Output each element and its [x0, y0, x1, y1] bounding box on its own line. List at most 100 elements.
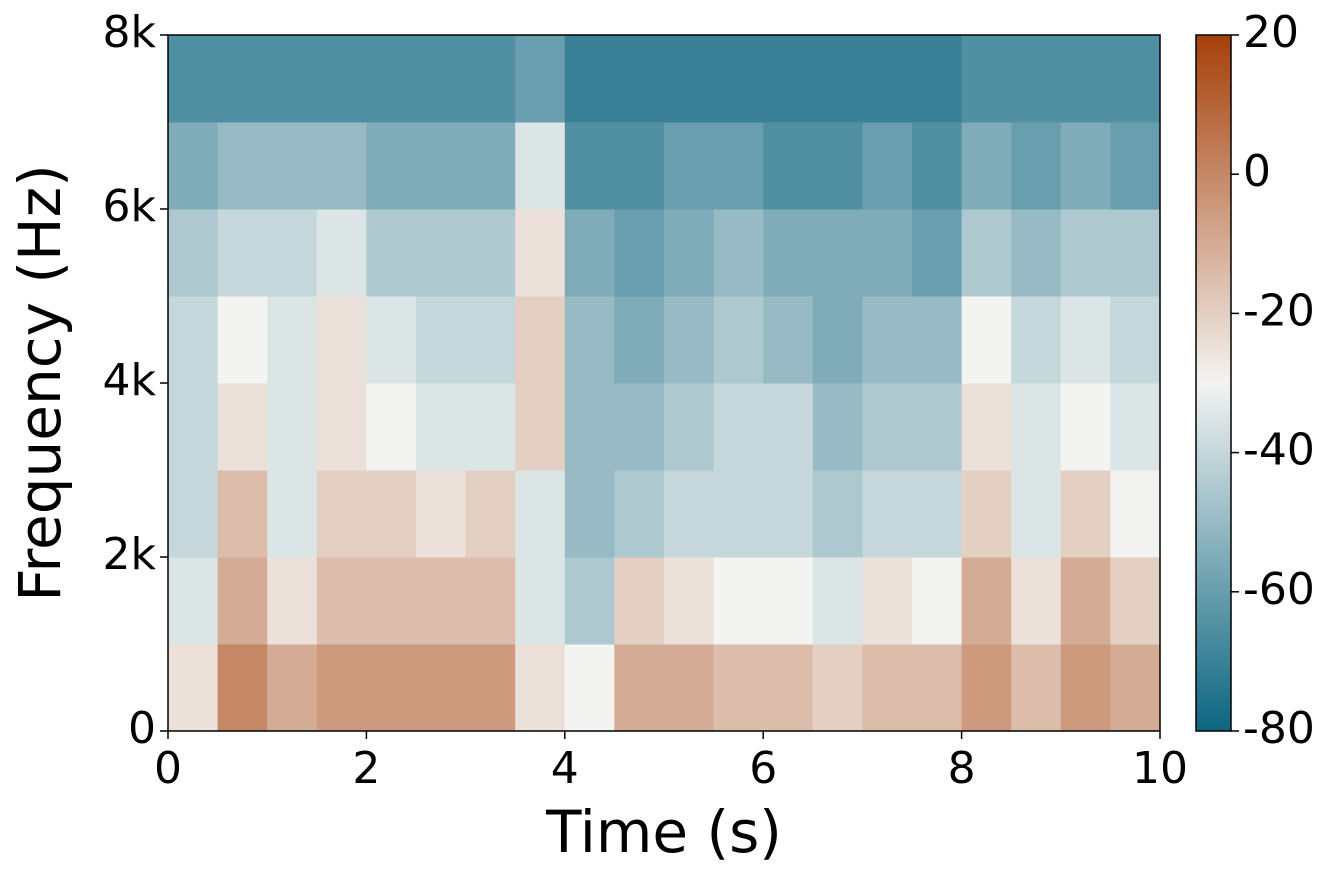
cell: [515, 383, 566, 471]
cell: [763, 296, 814, 384]
cell: [961, 296, 1012, 384]
cell: [416, 644, 467, 732]
cell: [812, 296, 863, 384]
cell: [664, 35, 715, 123]
y-tick-label: 6k: [103, 181, 157, 232]
cell: [912, 35, 963, 123]
y-tick-label: 0: [128, 703, 156, 754]
cell: [912, 209, 963, 297]
x-tick-label: 2: [352, 743, 380, 794]
cell: [267, 296, 318, 384]
cell: [564, 557, 615, 645]
y-tick-label: 8k: [103, 7, 157, 58]
cell: [168, 644, 219, 732]
cell: [961, 209, 1012, 297]
cell: [366, 557, 417, 645]
cell: [267, 122, 318, 210]
cell: [267, 644, 318, 732]
cell: [168, 122, 219, 210]
cell: [1110, 557, 1161, 645]
cell: [366, 35, 417, 123]
cell: [1110, 644, 1161, 732]
cell: [217, 644, 268, 732]
cell: [812, 470, 863, 558]
x-tick-label: 0: [154, 743, 182, 794]
cell: [1110, 470, 1161, 558]
cell: [366, 644, 417, 732]
cell: [366, 122, 417, 210]
cell: [961, 470, 1012, 558]
cell: [664, 644, 715, 732]
x-tick-label: 8: [948, 743, 976, 794]
cell: [713, 644, 764, 732]
cell: [912, 644, 963, 732]
cell: [416, 209, 467, 297]
cell: [168, 35, 219, 123]
cell: [1110, 122, 1161, 210]
cell: [564, 470, 615, 558]
cell: [664, 122, 715, 210]
cell: [217, 209, 268, 297]
cell: [465, 122, 516, 210]
cell: [316, 644, 367, 732]
cell: [564, 296, 615, 384]
cell: [614, 209, 665, 297]
cell: [664, 383, 715, 471]
cell: [713, 383, 764, 471]
cell: [1011, 557, 1062, 645]
cell: [217, 470, 268, 558]
cell: [465, 557, 516, 645]
cell: [713, 296, 764, 384]
cell: [664, 296, 715, 384]
cell: [1060, 644, 1111, 732]
cell: [316, 470, 367, 558]
cell: [664, 557, 715, 645]
cell: [614, 644, 665, 732]
cell: [316, 296, 367, 384]
cell: [1060, 122, 1111, 210]
cell: [217, 296, 268, 384]
cell: [465, 470, 516, 558]
cell: [366, 470, 417, 558]
cell: [713, 209, 764, 297]
colorbar-tick-label: -80: [1243, 703, 1315, 754]
cell: [316, 122, 367, 210]
cell: [763, 209, 814, 297]
cell: [862, 557, 913, 645]
cell: [664, 470, 715, 558]
x-tick-label: 10: [1132, 743, 1188, 794]
cell: [316, 557, 367, 645]
cell: [416, 35, 467, 123]
cell: [316, 35, 367, 123]
cell: [763, 470, 814, 558]
cell: [267, 557, 318, 645]
cell: [267, 209, 318, 297]
cell: [416, 122, 467, 210]
cell: [1011, 644, 1062, 732]
cell: [366, 296, 417, 384]
cell: [614, 122, 665, 210]
cell: [168, 470, 219, 558]
cell: [912, 470, 963, 558]
colorbar-tick-label: -20: [1243, 285, 1315, 336]
cell: [316, 383, 367, 471]
cell: [763, 383, 814, 471]
cell: [465, 383, 516, 471]
cell: [168, 296, 219, 384]
cell: [515, 209, 566, 297]
cell: [862, 209, 913, 297]
cell: [1110, 35, 1161, 123]
cell: [564, 644, 615, 732]
heatmap: [168, 35, 1161, 732]
y-axis-label: Frequency (Hz): [6, 164, 74, 601]
cell: [812, 122, 863, 210]
cell: [614, 383, 665, 471]
cell: [1110, 209, 1161, 297]
cell: [862, 470, 913, 558]
cell: [267, 35, 318, 123]
cell: [217, 557, 268, 645]
colorbar-tick-label: -40: [1243, 425, 1315, 476]
cell: [465, 296, 516, 384]
cell: [1060, 209, 1111, 297]
cell: [515, 122, 566, 210]
